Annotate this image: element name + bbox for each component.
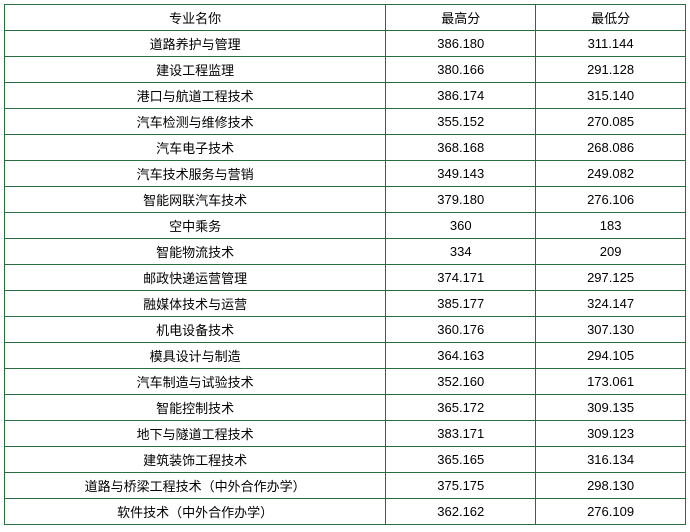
cell-name: 软件技术（中外合作办学） bbox=[5, 499, 386, 525]
table-row: 建筑装饰工程技术365.165316.134 bbox=[5, 447, 686, 473]
cell-low: 316.134 bbox=[536, 447, 686, 473]
cell-high: 379.180 bbox=[386, 187, 536, 213]
table-row: 智能物流技术334209 bbox=[5, 239, 686, 265]
table-header-row: 专业名你 最高分 最低分 bbox=[5, 5, 686, 31]
cell-high: 383.171 bbox=[386, 421, 536, 447]
table-row: 地下与隧道工程技术383.171309.123 bbox=[5, 421, 686, 447]
table-row: 港口与航道工程技术386.174315.140 bbox=[5, 83, 686, 109]
cell-low: 324.147 bbox=[536, 291, 686, 317]
cell-high: 364.163 bbox=[386, 343, 536, 369]
cell-name: 智能物流技术 bbox=[5, 239, 386, 265]
cell-high: 349.143 bbox=[386, 161, 536, 187]
cell-high: 385.177 bbox=[386, 291, 536, 317]
table-row: 汽车检测与维修技术355.152270.085 bbox=[5, 109, 686, 135]
cell-high: 386.180 bbox=[386, 31, 536, 57]
cell-low: 298.130 bbox=[536, 473, 686, 499]
score-table: 专业名你 最高分 最低分 道路养护与管理386.180311.144建设工程监理… bbox=[4, 4, 686, 525]
cell-name: 融媒体技术与运营 bbox=[5, 291, 386, 317]
cell-name: 汽车技术服务与营销 bbox=[5, 161, 386, 187]
col-header-name: 专业名你 bbox=[5, 5, 386, 31]
col-header-low: 最低分 bbox=[536, 5, 686, 31]
cell-low: 209 bbox=[536, 239, 686, 265]
cell-low: 183 bbox=[536, 213, 686, 239]
cell-low: 294.105 bbox=[536, 343, 686, 369]
cell-low: 249.082 bbox=[536, 161, 686, 187]
cell-low: 268.086 bbox=[536, 135, 686, 161]
cell-low: 291.128 bbox=[536, 57, 686, 83]
table-row: 汽车制造与试验技术352.160173.061 bbox=[5, 369, 686, 395]
cell-low: 309.135 bbox=[536, 395, 686, 421]
cell-low: 276.109 bbox=[536, 499, 686, 525]
cell-high: 374.171 bbox=[386, 265, 536, 291]
cell-low: 307.130 bbox=[536, 317, 686, 343]
cell-high: 365.172 bbox=[386, 395, 536, 421]
table-row: 软件技术（中外合作办学）362.162276.109 bbox=[5, 499, 686, 525]
cell-name: 道路与桥梁工程技术（中外合作办学） bbox=[5, 473, 386, 499]
cell-low: 270.085 bbox=[536, 109, 686, 135]
cell-low: 173.061 bbox=[536, 369, 686, 395]
table-row: 模具设计与制造364.163294.105 bbox=[5, 343, 686, 369]
cell-name: 地下与隧道工程技术 bbox=[5, 421, 386, 447]
cell-low: 315.140 bbox=[536, 83, 686, 109]
cell-high: 386.174 bbox=[386, 83, 536, 109]
cell-low: 276.106 bbox=[536, 187, 686, 213]
cell-name: 机电设备技术 bbox=[5, 317, 386, 343]
table-row: 融媒体技术与运营385.177324.147 bbox=[5, 291, 686, 317]
cell-high: 360.176 bbox=[386, 317, 536, 343]
table-row: 邮政快递运营管理374.171297.125 bbox=[5, 265, 686, 291]
table-row: 智能网联汽车技术379.180276.106 bbox=[5, 187, 686, 213]
cell-high: 355.152 bbox=[386, 109, 536, 135]
cell-high: 375.175 bbox=[386, 473, 536, 499]
table-row: 建设工程监理380.166291.128 bbox=[5, 57, 686, 83]
table-row: 机电设备技术360.176307.130 bbox=[5, 317, 686, 343]
cell-low: 297.125 bbox=[536, 265, 686, 291]
table-body: 道路养护与管理386.180311.144建设工程监理380.166291.12… bbox=[5, 31, 686, 525]
cell-low: 309.123 bbox=[536, 421, 686, 447]
cell-name: 智能网联汽车技术 bbox=[5, 187, 386, 213]
cell-high: 360 bbox=[386, 213, 536, 239]
col-header-high: 最高分 bbox=[386, 5, 536, 31]
cell-name: 汽车检测与维修技术 bbox=[5, 109, 386, 135]
cell-name: 汽车电子技术 bbox=[5, 135, 386, 161]
cell-high: 365.165 bbox=[386, 447, 536, 473]
cell-name: 建设工程监理 bbox=[5, 57, 386, 83]
table-row: 空中乘务360183 bbox=[5, 213, 686, 239]
cell-name: 模具设计与制造 bbox=[5, 343, 386, 369]
table-row: 道路与桥梁工程技术（中外合作办学）375.175298.130 bbox=[5, 473, 686, 499]
cell-high: 352.160 bbox=[386, 369, 536, 395]
table-row: 道路养护与管理386.180311.144 bbox=[5, 31, 686, 57]
cell-high: 334 bbox=[386, 239, 536, 265]
cell-name: 汽车制造与试验技术 bbox=[5, 369, 386, 395]
cell-name: 智能控制技术 bbox=[5, 395, 386, 421]
table-row: 智能控制技术365.172309.135 bbox=[5, 395, 686, 421]
table-row: 汽车电子技术368.168268.086 bbox=[5, 135, 686, 161]
cell-name: 港口与航道工程技术 bbox=[5, 83, 386, 109]
cell-high: 380.166 bbox=[386, 57, 536, 83]
cell-name: 建筑装饰工程技术 bbox=[5, 447, 386, 473]
table-row: 汽车技术服务与营销349.143249.082 bbox=[5, 161, 686, 187]
cell-name: 邮政快递运营管理 bbox=[5, 265, 386, 291]
cell-high: 362.162 bbox=[386, 499, 536, 525]
cell-low: 311.144 bbox=[536, 31, 686, 57]
cell-name: 道路养护与管理 bbox=[5, 31, 386, 57]
cell-name: 空中乘务 bbox=[5, 213, 386, 239]
cell-high: 368.168 bbox=[386, 135, 536, 161]
